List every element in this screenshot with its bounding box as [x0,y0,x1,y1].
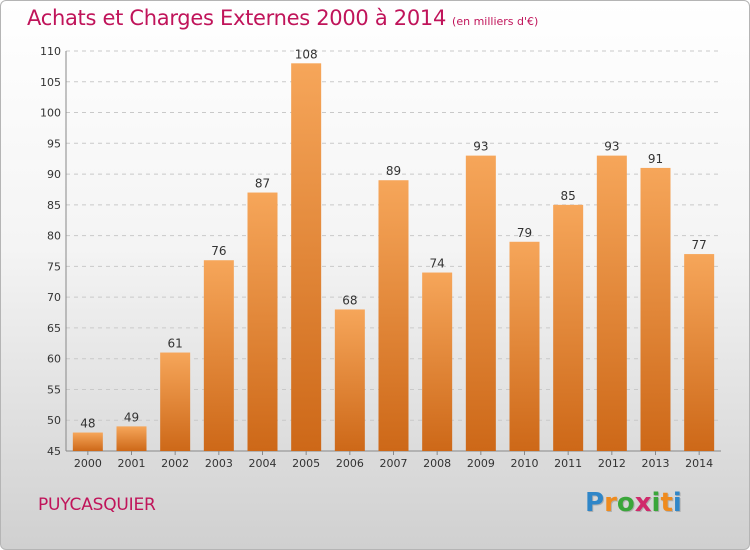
bar-2001 [116,426,147,451]
bar-2009 [465,155,496,451]
bar-2003 [203,260,234,451]
x-tick-label: 2007 [380,457,408,470]
x-tick-label: 2004 [249,457,277,470]
y-tick-label: 90 [47,168,61,181]
data-label: 61 [168,337,183,351]
x-tick-label: 2012 [598,457,626,470]
bar-2011 [553,204,584,451]
x-tick-label: 2001 [118,457,146,470]
bar-2005 [291,63,322,452]
bar-2000 [72,432,103,451]
data-label: 93 [604,140,619,154]
x-tick-label: 2009 [467,457,495,470]
x-tick-label: 2014 [685,457,713,470]
bar-2012 [596,155,627,451]
data-label: 108 [295,47,318,61]
bar-2014 [684,254,715,451]
data-label: 93 [473,140,488,154]
data-label: 87 [255,177,270,191]
y-tick-label: 65 [47,322,61,335]
chart-title: Achats et Charges Externes 2000 à 2014 (e… [27,6,538,30]
y-axis-ticks: 45 50 55 60 65 70 75 80 85 90 95 100 105 110 [40,45,61,458]
data-label: 76 [211,244,226,258]
x-tick-label: 2000 [74,457,102,470]
bar-2010 [509,241,540,451]
x-tick-label: 2005 [292,457,320,470]
commune-name: PUYCASQUIER [38,495,156,515]
y-tick-label: 75 [47,260,61,273]
y-tick-label: 95 [47,137,61,150]
y-tick-label: 70 [47,291,61,304]
data-label: 68 [342,293,357,307]
y-tick-label: 45 [47,445,61,458]
y-tick-label: 50 [47,414,61,427]
logo-letter: i [651,488,661,518]
data-label: 85 [561,189,576,203]
data-label: 91 [648,152,663,166]
logo-letter: x [634,488,652,518]
x-tick-label: 2010 [511,457,539,470]
bar-2013 [640,167,671,451]
x-tick-label: 2008 [423,457,451,470]
bar-2008 [422,272,453,451]
logo-letter: t [660,488,673,518]
data-label: 74 [430,257,445,271]
data-labels: 48 49 61 76 87 108 68 89 74 93 79 85 93 91 77 [80,47,707,430]
y-tick-label: 105 [40,76,61,89]
bar-2007 [378,180,409,451]
logo-letter: r [604,488,617,518]
y-tick-label: 55 [47,383,61,396]
proxiti-logo[interactable]: Proxiti [585,488,682,518]
logo-letter: P [585,488,605,518]
x-tick-label: 2003 [205,457,233,470]
x-tick-label: 2002 [161,457,189,470]
data-label: 89 [386,164,401,178]
title-unit: (en milliers d'€) [452,15,539,28]
y-tick-label: 60 [47,353,61,366]
bar-2004 [247,192,278,452]
y-tick-label: 85 [47,199,61,212]
bar-2006 [334,309,365,451]
y-tick-label: 110 [40,45,61,58]
data-label: 79 [517,226,532,240]
y-tick-label: 80 [47,230,61,243]
bars [72,63,715,452]
logo-letter: o [616,488,635,518]
x-tick-label: 2006 [336,457,364,470]
x-axis-ticks: 2000 2001 2002 2003 2004 2005 2006 2007 2008 2009… [74,451,713,470]
y-tick-label: 100 [40,107,61,120]
bar-2002 [160,352,191,451]
title-text: Achats et Charges Externes 2000 à 2014 [27,6,447,30]
data-label: 77 [692,238,707,252]
x-tick-label: 2013 [642,457,670,470]
logo-letter: i [672,488,682,518]
data-label: 48 [80,417,95,431]
data-label: 49 [124,410,139,424]
x-tick-label: 2011 [554,457,582,470]
